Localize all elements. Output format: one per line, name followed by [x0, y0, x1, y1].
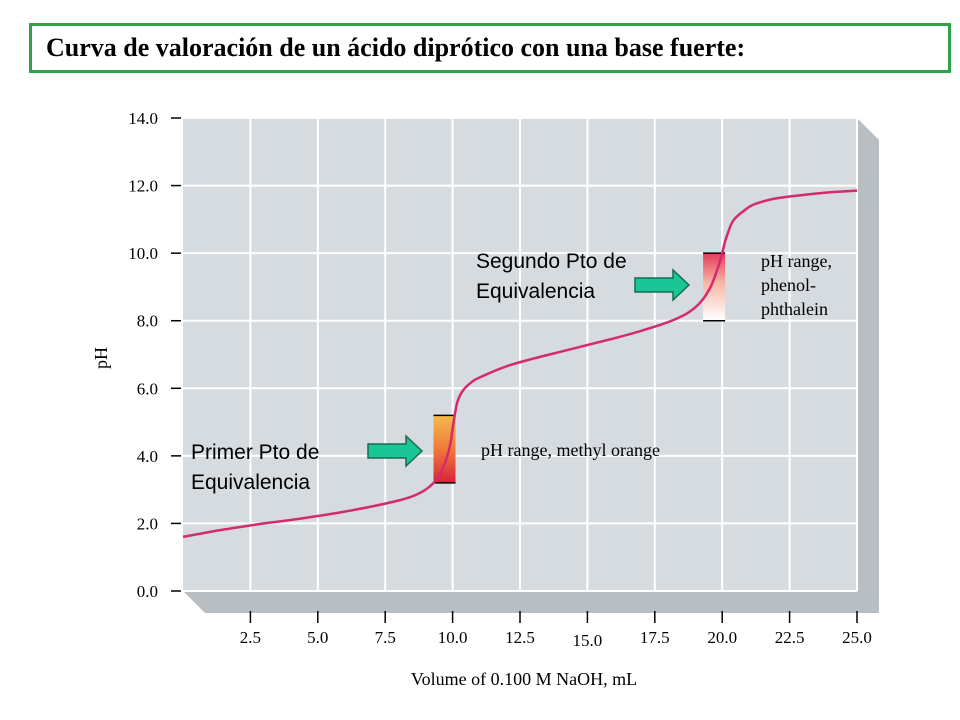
phenol-label-line3: phthalein [761, 299, 828, 319]
plot-bottom-face [183, 591, 879, 613]
second-point-label-line2: Equivalencia [476, 280, 595, 303]
x-tick-label: 15.0 [573, 631, 603, 650]
x-axis-label: Volume of 0.100 M NaOH, mL [411, 669, 637, 689]
x-tick-label: 10.0 [438, 628, 468, 647]
x-tick-label: 7.5 [375, 628, 396, 647]
y-tick-label: 10.0 [128, 244, 158, 263]
y-axis-label: pH [91, 347, 111, 369]
phenolphthalein-band [703, 253, 726, 321]
y-tick-label: 12.0 [128, 177, 158, 196]
second-point-label-line1: Segundo Pto de [476, 250, 627, 273]
phenol-label-line2: phenol- [761, 275, 816, 295]
x-tick-label: 5.0 [307, 628, 328, 647]
first-point-label-line2: Equivalencia [191, 471, 310, 494]
x-tick-label: 17.5 [640, 628, 670, 647]
first-point-arrow [367, 434, 424, 468]
first-point-label-line1: Primer Pto de [191, 441, 319, 464]
x-tick-label: 25.0 [842, 628, 872, 647]
y-tick-label: 8.0 [137, 312, 158, 331]
y-tick-label: 0.0 [137, 582, 158, 601]
x-tick-label: 20.0 [707, 628, 737, 647]
y-tick-label: 2.0 [137, 514, 158, 533]
phenol-label-line1: pH range, [761, 251, 832, 271]
y-tick-label: 6.0 [137, 379, 158, 398]
title-box: Curva de valoración de un ácido diprótic… [29, 23, 951, 73]
second-point-arrow [634, 268, 691, 302]
x-tick-label: 12.5 [505, 628, 535, 647]
page-title: Curva de valoración de un ácido diprótic… [46, 33, 746, 62]
y-tick-label: 14.0 [128, 109, 158, 128]
x-tick-label: 2.5 [240, 628, 261, 647]
y-tick-label: 4.0 [137, 447, 158, 466]
methyl-orange-band [433, 415, 456, 483]
plot-side-face [857, 118, 879, 613]
methyl-orange-label: pH range, methyl orange [481, 440, 660, 460]
x-tick-label: 22.5 [775, 628, 805, 647]
titration-curve-line [182, 189, 858, 539]
